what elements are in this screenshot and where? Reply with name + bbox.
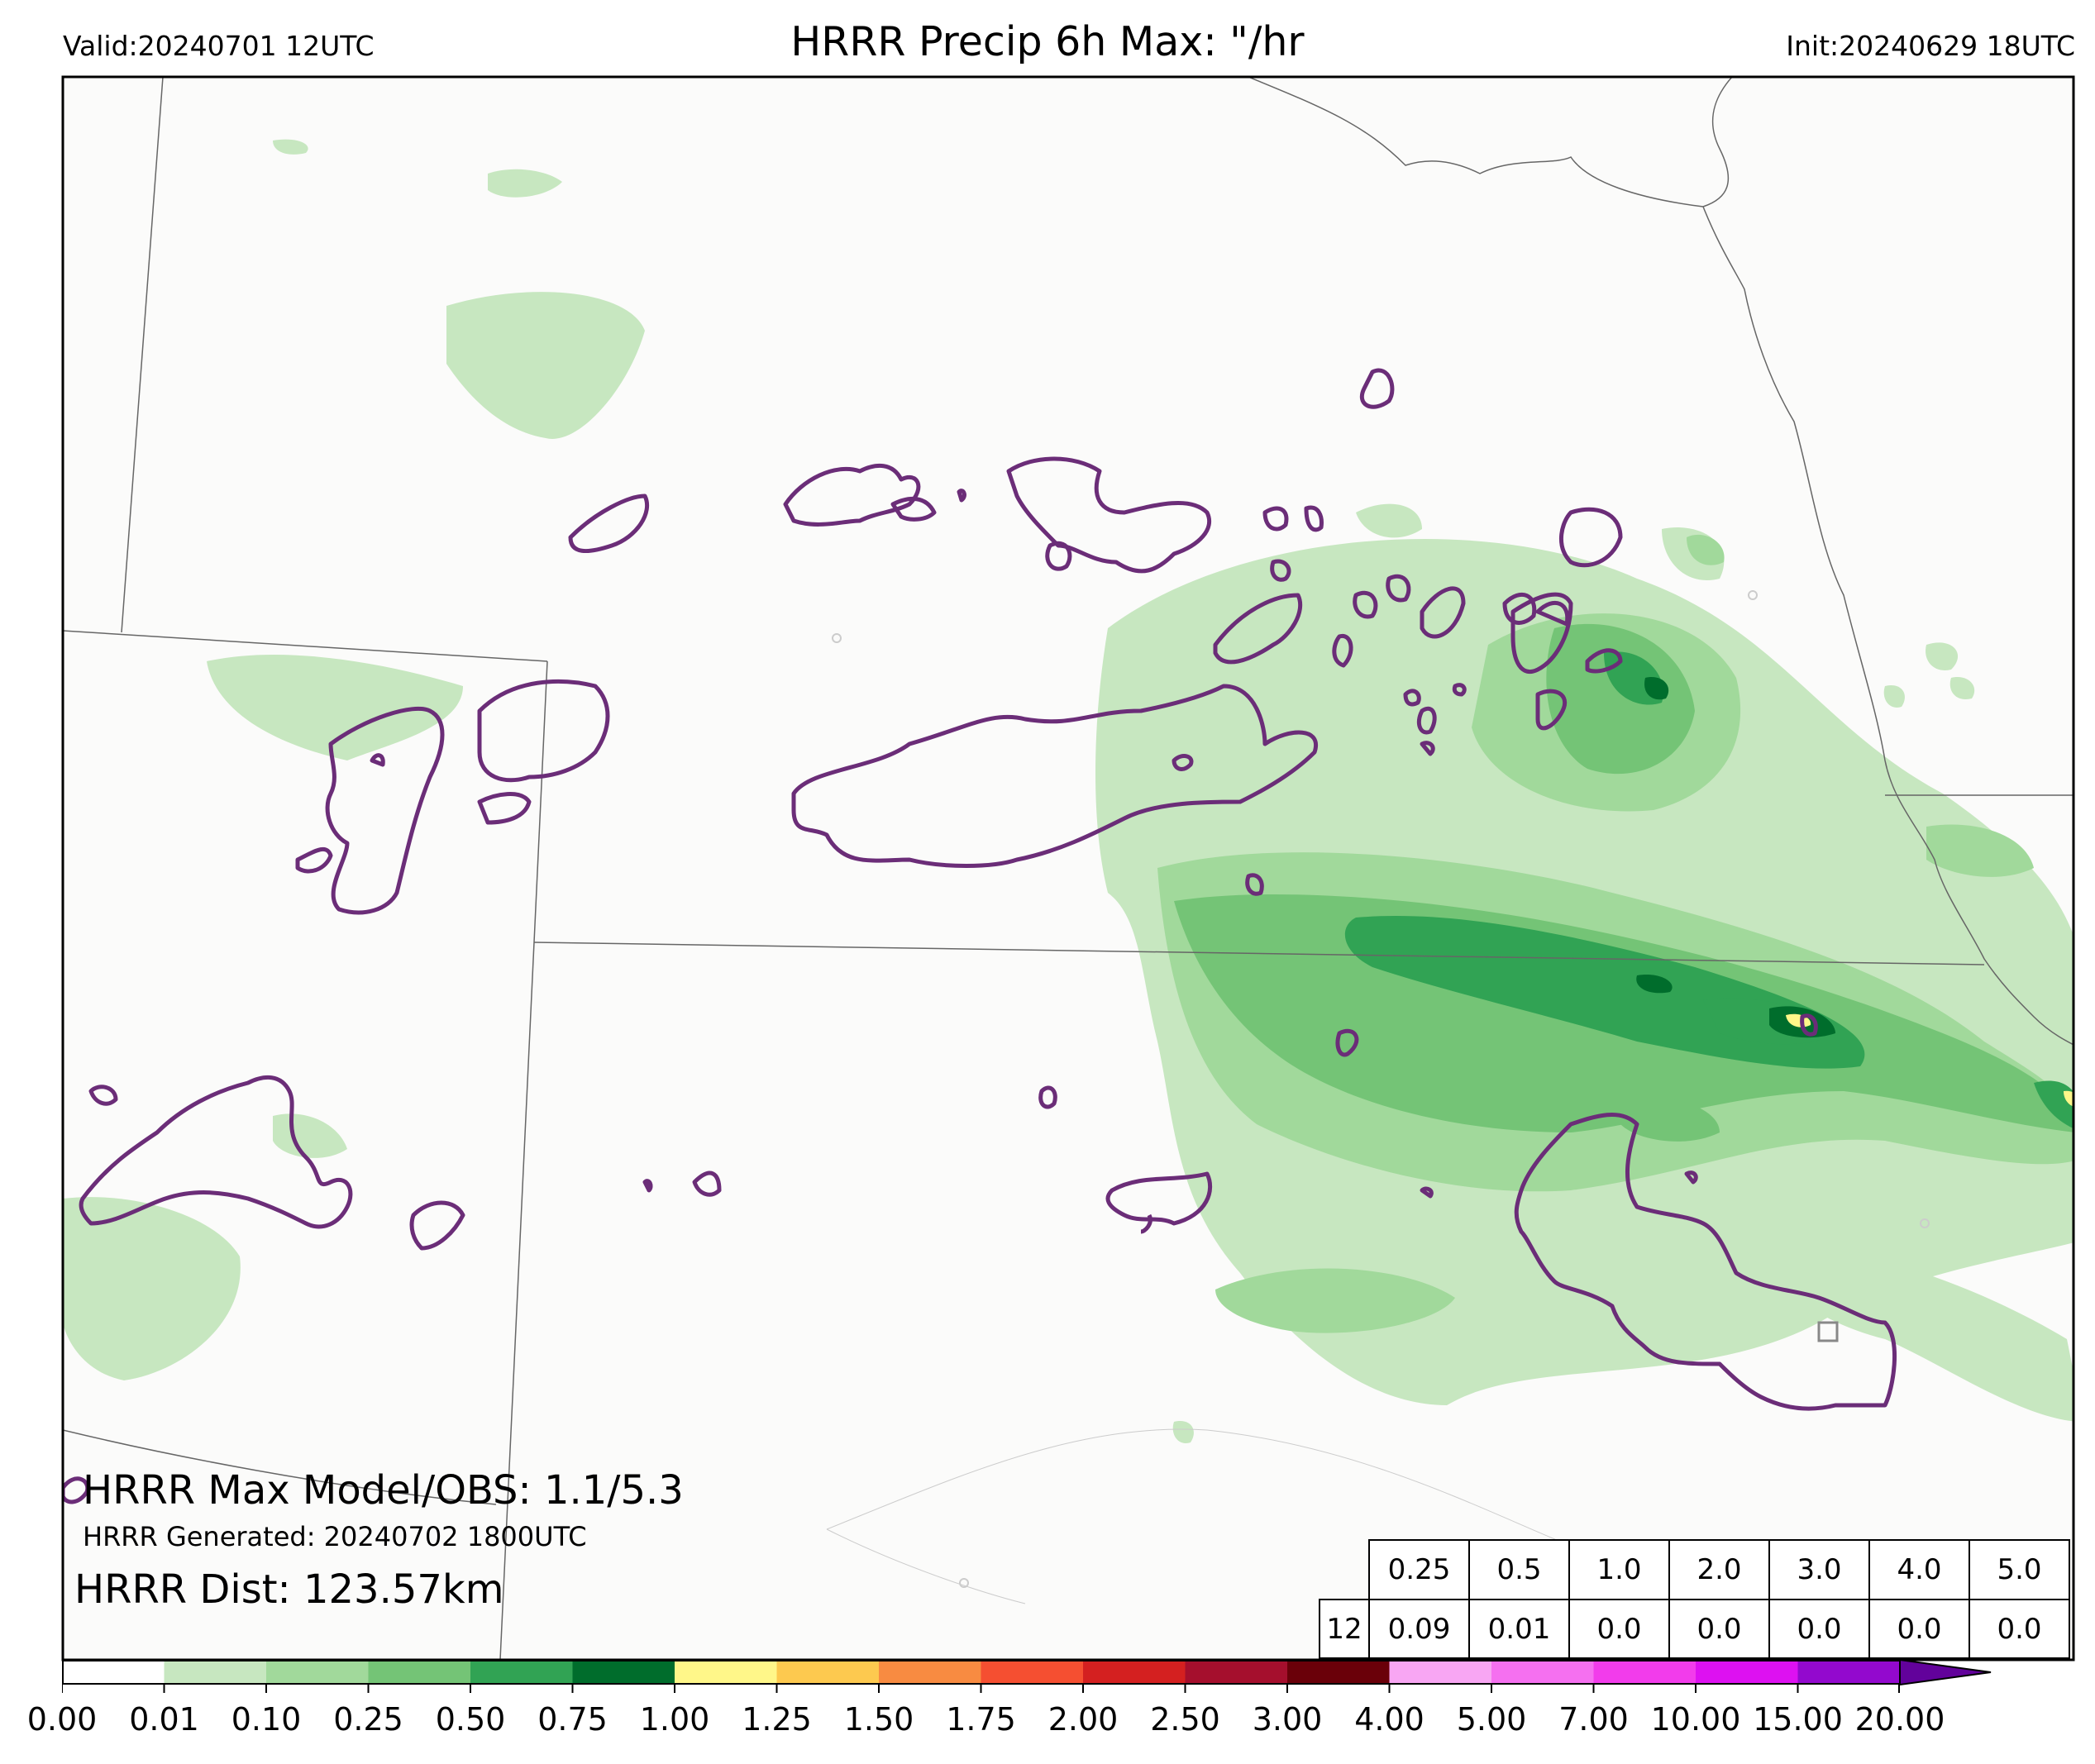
colorbar-segment-6 bbox=[675, 1660, 777, 1685]
threshold-header-6: 5.0 bbox=[1969, 1539, 2070, 1600]
obs-contours bbox=[63, 368, 1897, 1504]
chart-title: HRRR Precip 6h Max: "/hr bbox=[790, 18, 1305, 65]
colorbar-tick-label: 7.00 bbox=[1558, 1701, 1629, 1738]
stat-value-4: 0.0 bbox=[1768, 1599, 1870, 1659]
colorbar-segment-7 bbox=[776, 1660, 880, 1685]
colorbar-tick-label: 0.25 bbox=[333, 1701, 403, 1738]
stats-table: 0.25 0.5 1.0 2.0 3.0 4.0 5.0 12 0.09 0.01 0.0 0.0 0.… bbox=[1319, 1539, 2074, 1659]
row-label: 12 bbox=[1319, 1599, 1370, 1659]
colorbar-segment-8 bbox=[879, 1660, 981, 1685]
colorbar-tick-label: 1.75 bbox=[946, 1701, 1016, 1738]
threshold-header-3: 2.0 bbox=[1668, 1539, 1770, 1600]
threshold-header-4: 3.0 bbox=[1768, 1539, 1870, 1600]
county-borders bbox=[826, 1428, 1572, 1604]
colorbar-tick-label: 1.50 bbox=[843, 1701, 914, 1738]
colorbar-segment-0 bbox=[62, 1660, 165, 1685]
station-marker bbox=[1817, 1321, 1839, 1342]
stat-value-3: 0.0 bbox=[1668, 1599, 1770, 1659]
threshold-header-0: 0.25 bbox=[1368, 1539, 1470, 1600]
stat-value-0: 0.09 bbox=[1368, 1599, 1470, 1659]
colorbar-segment-15 bbox=[1593, 1660, 1697, 1685]
colorbar-segment-13 bbox=[1389, 1660, 1492, 1685]
colorbar-tick-label: 0.10 bbox=[231, 1701, 302, 1738]
generated-time-label: HRRR Generated: 20240702 1800UTC bbox=[83, 1521, 587, 1552]
threshold-header-2: 1.0 bbox=[1568, 1539, 1670, 1600]
distance-label: HRRR Dist: 123.57km bbox=[74, 1566, 504, 1613]
colorbar-segment-17 bbox=[1797, 1660, 1901, 1685]
colorbar-segment-3 bbox=[368, 1660, 471, 1685]
max-model-obs-label: HRRR Max Model/OBS: 1.1/5.3 bbox=[83, 1467, 684, 1514]
colorbar-extend-arrow bbox=[1899, 1660, 1992, 1686]
colorbar-tick-label: 20.00 bbox=[1854, 1701, 1945, 1738]
colorbar-tick-label: 0.75 bbox=[537, 1701, 608, 1738]
colorbar-tick-label: 3.00 bbox=[1252, 1701, 1323, 1738]
state-borders bbox=[63, 77, 2074, 1660]
stat-value-1: 0.01 bbox=[1468, 1599, 1570, 1659]
colorbar-tick-label: 2.00 bbox=[1048, 1701, 1119, 1738]
colorbar-segment-4 bbox=[470, 1660, 573, 1685]
colorbar-segment-16 bbox=[1696, 1660, 1798, 1685]
colorbar-segment-9 bbox=[981, 1660, 1084, 1685]
colorbar-tick-label: 1.00 bbox=[639, 1701, 710, 1738]
colorbar-segment-10 bbox=[1083, 1660, 1186, 1685]
valid-time-label: Valid:20240701 12UTC bbox=[63, 30, 375, 62]
colorbar-segment-5 bbox=[572, 1660, 675, 1685]
colorbar-tick-label: 1.25 bbox=[742, 1701, 812, 1738]
init-time-label: Init:20240629 18UTC bbox=[1786, 30, 2075, 62]
colorbar-outline bbox=[62, 1660, 1901, 1685]
colorbar-tick-label: 0.00 bbox=[26, 1701, 98, 1738]
colorbar-tick-label: 5.00 bbox=[1456, 1701, 1527, 1738]
colorbar-segment-12 bbox=[1287, 1660, 1390, 1685]
colorbar-tick-label: 4.00 bbox=[1354, 1701, 1425, 1738]
colorbar-segment-11 bbox=[1185, 1660, 1288, 1685]
threshold-header-5: 4.0 bbox=[1868, 1539, 1970, 1600]
colorbar-tick-label: 10.00 bbox=[1650, 1701, 1741, 1738]
colorbar-segment-14 bbox=[1491, 1660, 1594, 1685]
threshold-header-1: 0.5 bbox=[1468, 1539, 1570, 1600]
stat-value-2: 0.0 bbox=[1568, 1599, 1670, 1659]
stat-value-5: 0.0 bbox=[1868, 1599, 1970, 1659]
colorbar bbox=[62, 1660, 1992, 1693]
stat-value-6: 0.0 bbox=[1969, 1599, 2070, 1659]
colorbar-tick-label: 0.01 bbox=[129, 1701, 199, 1738]
colorbar-segment-2 bbox=[266, 1660, 369, 1685]
colorbar-segment-1 bbox=[164, 1660, 267, 1685]
colorbar-tick-label: 15.00 bbox=[1753, 1701, 1843, 1738]
colorbar-tick-label: 2.50 bbox=[1150, 1701, 1220, 1738]
colorbar-tick-label: 0.50 bbox=[435, 1701, 506, 1738]
